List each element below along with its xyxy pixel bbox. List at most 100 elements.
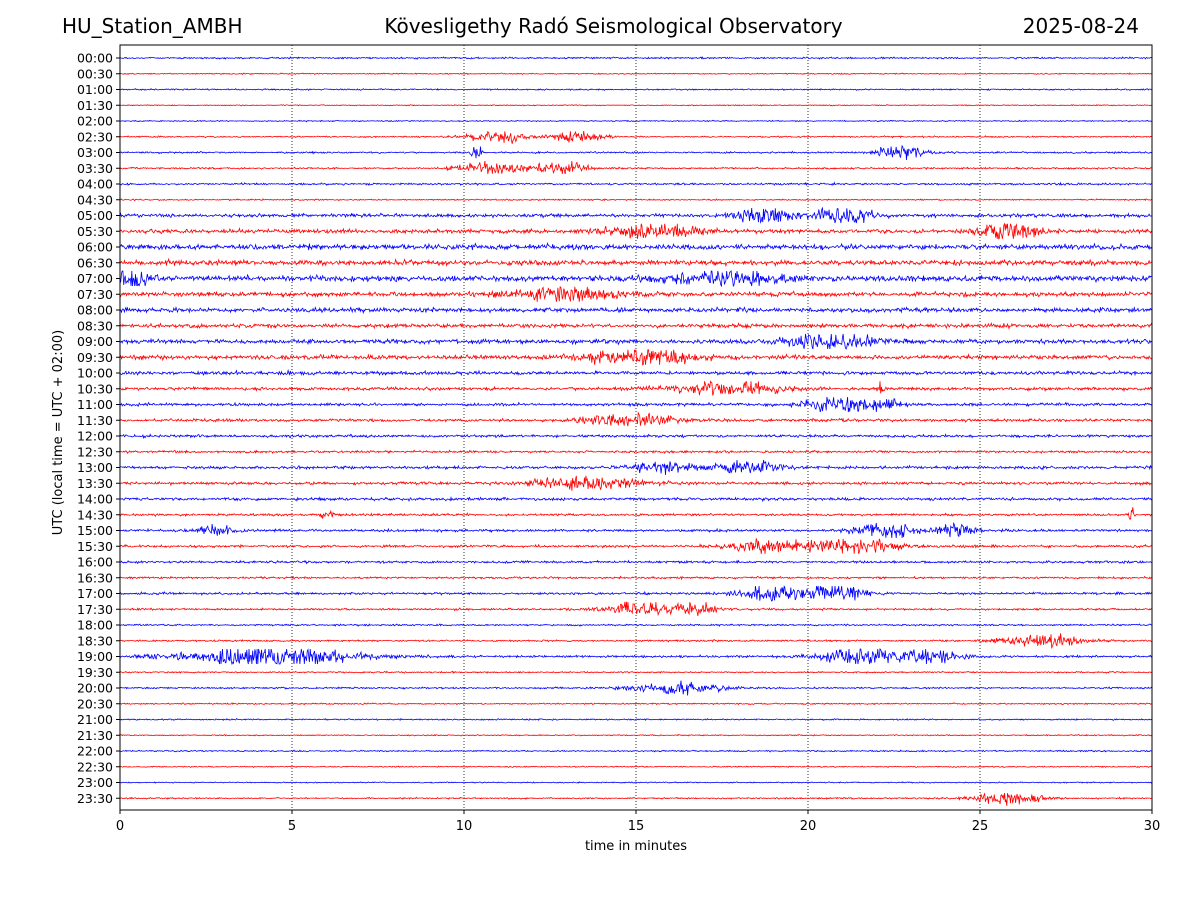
y-tick-label: 04:30 <box>77 192 113 207</box>
y-tick-label: 21:30 <box>77 728 113 743</box>
trace-0200 <box>119 119 1153 123</box>
y-tick-label: 12:00 <box>77 429 113 444</box>
y-axis-ticks: 00:0000:3001:0001:3002:0002:3003:0003:30… <box>77 51 120 806</box>
trace-0830 <box>119 322 1153 331</box>
trace-1730 <box>119 601 1152 617</box>
x-tick-label: 15 <box>628 819 645 834</box>
station-title: HU_Station_AMBH <box>62 14 243 38</box>
y-tick-label: 18:00 <box>77 618 113 633</box>
trace-1600 <box>119 559 1153 565</box>
y-tick-label: 15:00 <box>77 523 113 538</box>
y-axis-label: UTC (local time = UTC + 02:00) <box>51 330 66 535</box>
trace-1100 <box>119 396 1153 413</box>
y-tick-label: 11:30 <box>77 413 113 428</box>
y-tick-label: 23:30 <box>77 791 113 806</box>
y-tick-label: 10:00 <box>77 366 113 381</box>
y-tick-label: 08:00 <box>77 303 113 318</box>
y-tick-label: 09:30 <box>77 350 113 365</box>
y-tick-label: 03:00 <box>77 145 113 160</box>
plot-frame <box>119 44 1153 811</box>
trace-1300 <box>119 459 1153 476</box>
plot-header: HU_Station_AMBH Kövesligethy Radó Seismo… <box>0 0 1200 45</box>
trace-0730 <box>119 286 1153 302</box>
trace-0600 <box>119 242 1153 252</box>
trace-2200 <box>119 749 1153 753</box>
trace-0230 <box>119 130 1153 144</box>
x-tick-label: 5 <box>288 819 296 834</box>
y-tick-label: 02:30 <box>77 129 113 144</box>
y-tick-label: 10:30 <box>77 381 113 396</box>
trace-1800 <box>119 623 1153 627</box>
x-axis-ticks: 0 5 10 15 20 25 30 <box>116 810 1160 834</box>
y-tick-label: 16:00 <box>77 555 113 570</box>
trace-0800 <box>120 306 1153 315</box>
y-tick-label: 22:30 <box>77 759 113 774</box>
y-tick-label: 14:00 <box>77 492 113 507</box>
y-tick-label: 20:00 <box>77 681 113 696</box>
trace-2300 <box>119 781 1153 784</box>
grid-lines <box>291 45 981 810</box>
trace-1530 <box>119 537 1153 554</box>
trace-0500 <box>119 206 1153 224</box>
y-tick-label: 13:30 <box>77 476 113 491</box>
trace-0030 <box>119 72 1153 76</box>
trace-2330 <box>119 792 1153 806</box>
y-tick-label: 18:30 <box>77 633 113 648</box>
y-tick-label: 08:30 <box>77 318 113 333</box>
trace-2000 <box>119 680 1153 696</box>
trace-1230 <box>119 449 1153 455</box>
x-tick-label: 0 <box>116 819 124 834</box>
trace-0000 <box>119 56 1153 60</box>
y-tick-label: 07:00 <box>77 271 113 286</box>
trace-2100 <box>119 717 1153 722</box>
trace-1500 <box>119 521 1153 539</box>
trace-1930 <box>119 670 1153 675</box>
trace-0300 <box>119 144 1153 161</box>
trace-0130 <box>119 104 1153 107</box>
y-tick-label: 20:30 <box>77 696 113 711</box>
x-tick-label: 20 <box>800 819 817 834</box>
date-title: 2025-08-24 <box>1022 14 1139 38</box>
x-tick-label: 25 <box>972 819 989 834</box>
trace-0430 <box>119 198 1153 202</box>
trace-2130 <box>119 733 1153 737</box>
y-tick-label: 17:00 <box>77 586 113 601</box>
observatory-title: Kövesligethy Radó Seismological Observat… <box>384 14 843 38</box>
y-tick-label: 03:30 <box>77 161 113 176</box>
trace-0100 <box>119 87 1153 92</box>
y-tick-label: 01:00 <box>77 82 113 97</box>
y-tick-label: 15:30 <box>77 539 113 554</box>
y-tick-label: 19:00 <box>77 649 113 664</box>
y-tick-label: 04:00 <box>77 177 113 192</box>
y-tick-label: 17:30 <box>77 602 113 617</box>
trace-0900 <box>119 333 1153 350</box>
trace-1200 <box>119 433 1152 439</box>
x-axis-label: time in minutes <box>585 839 687 854</box>
y-tick-label: 02:00 <box>77 114 113 129</box>
trace-0400 <box>119 181 1153 187</box>
trace-1430 <box>119 507 1152 520</box>
trace-0630 <box>119 257 1153 268</box>
trace-1030 <box>119 380 1153 396</box>
y-tick-label: 09:00 <box>77 334 113 349</box>
y-tick-label: 06:30 <box>77 255 113 270</box>
trace-1000 <box>119 368 1153 377</box>
y-tick-label: 19:30 <box>77 665 113 680</box>
trace-0330 <box>119 160 1153 175</box>
trace-0930 <box>119 349 1153 366</box>
y-tick-label: 05:00 <box>77 208 113 223</box>
y-tick-label: 05:30 <box>77 224 113 239</box>
trace-1400 <box>119 495 1153 503</box>
y-tick-label: 16:30 <box>77 570 113 585</box>
x-tick-label: 30 <box>1144 819 1161 834</box>
y-tick-label: 00:00 <box>77 51 113 66</box>
y-tick-label: 07:30 <box>77 287 113 302</box>
y-tick-label: 11:00 <box>77 397 113 412</box>
trace-0700 <box>119 270 1153 288</box>
y-tick-label: 00:30 <box>77 66 113 81</box>
trace-1700 <box>119 585 1153 602</box>
trace-1330 <box>119 475 1153 491</box>
y-tick-label: 01:30 <box>77 98 113 113</box>
seismic-traces <box>119 56 1153 806</box>
